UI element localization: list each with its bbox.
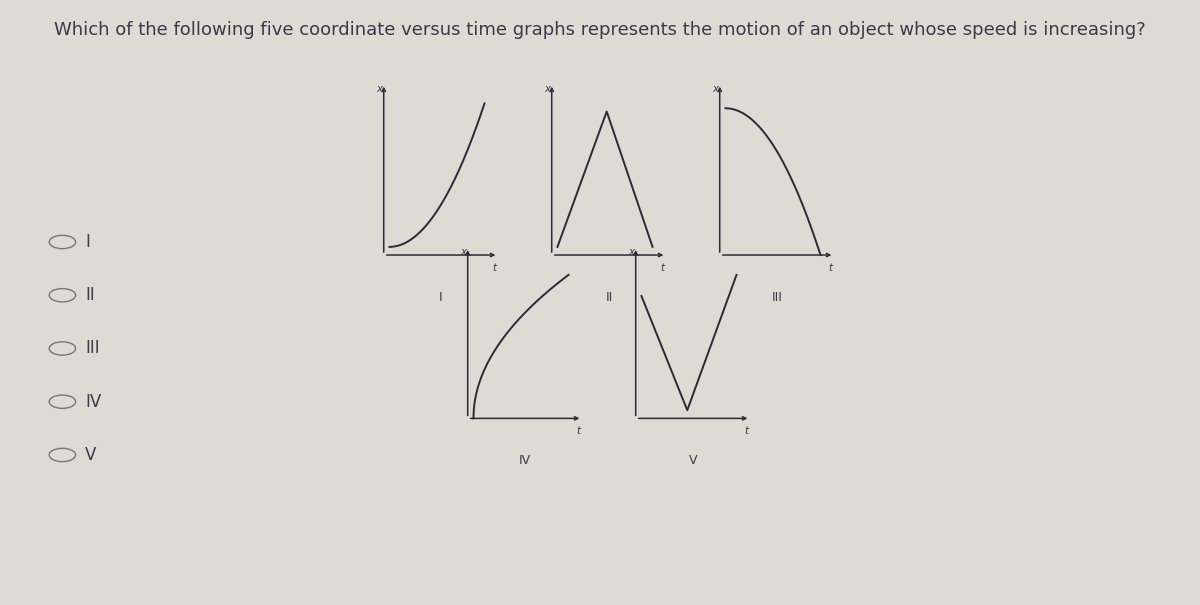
Text: II: II (85, 286, 95, 304)
Text: I: I (439, 291, 443, 304)
Text: I: I (85, 233, 90, 251)
Text: t: t (493, 263, 497, 273)
Text: III: III (772, 291, 782, 304)
Text: t: t (577, 427, 581, 436)
Text: t: t (661, 263, 665, 273)
Text: x: x (544, 83, 551, 94)
Text: II: II (605, 291, 613, 304)
Text: x: x (376, 83, 383, 94)
Text: x: x (712, 83, 719, 94)
Text: III: III (85, 339, 100, 358)
Text: t: t (829, 263, 833, 273)
Text: IV: IV (518, 454, 532, 467)
Text: x: x (460, 247, 467, 257)
Text: V: V (85, 446, 96, 464)
Text: x: x (628, 247, 635, 257)
Text: V: V (689, 454, 697, 467)
Text: IV: IV (85, 393, 102, 411)
Text: Which of the following five coordinate versus time graphs represents the motion : Which of the following five coordinate v… (54, 21, 1146, 39)
Text: t: t (745, 427, 749, 436)
